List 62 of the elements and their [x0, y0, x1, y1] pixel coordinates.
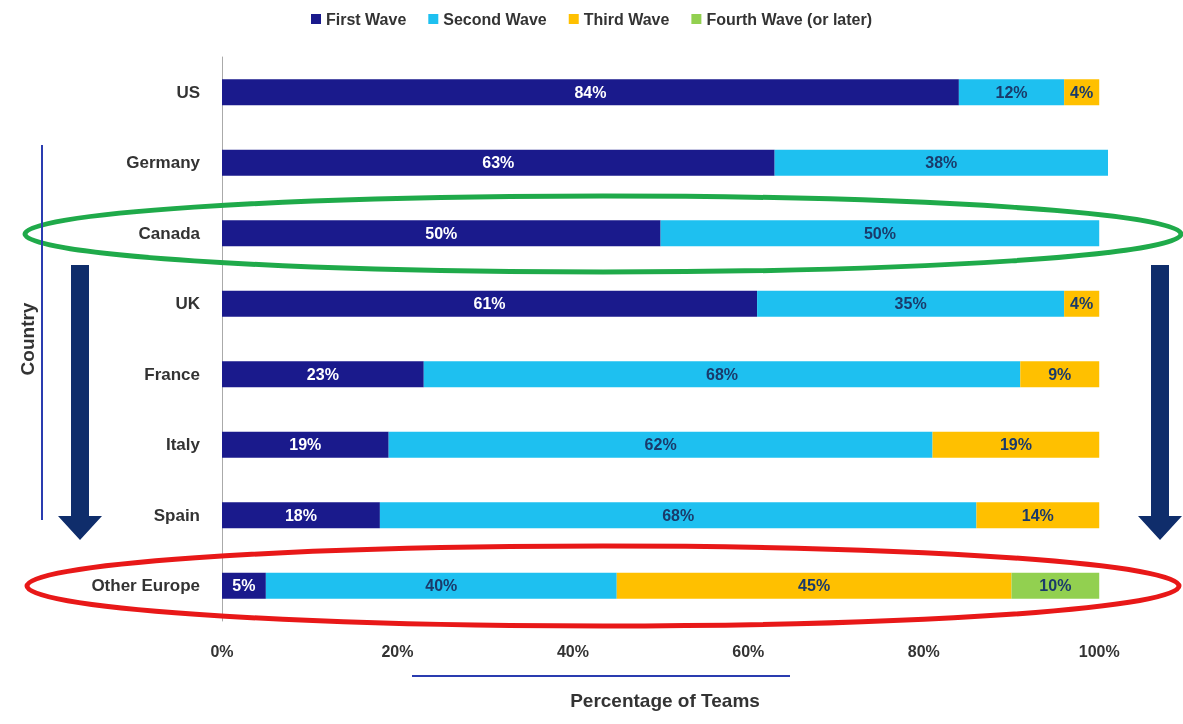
y-tick-label: Germany — [126, 153, 201, 173]
bar — [265, 572, 617, 599]
data-label: 68% — [662, 506, 695, 524]
data-label: 38% — [925, 154, 958, 172]
bar — [660, 220, 1100, 247]
data-label: 12% — [995, 83, 1028, 101]
data-label: 4% — [1070, 83, 1094, 101]
data-label: 50% — [425, 224, 458, 242]
data-label: 23% — [306, 365, 339, 383]
y-tick-label: Other Europe — [91, 576, 200, 596]
data-label: 40% — [425, 577, 458, 595]
bar — [222, 431, 389, 458]
bar — [222, 361, 424, 388]
data-label: 35% — [894, 295, 927, 313]
x-axis-title: Percentage of Teams — [570, 690, 760, 711]
y-axis-title: Country — [17, 302, 38, 376]
bar — [222, 149, 775, 176]
bar — [222, 290, 758, 317]
data-label: 9% — [1048, 365, 1072, 383]
data-label: 10% — [1039, 577, 1072, 595]
legend-label: First Wave — [325, 10, 407, 28]
data-label: 19% — [289, 436, 322, 454]
y-tick-label: Canada — [138, 223, 201, 243]
data-label: 61% — [473, 295, 506, 313]
data-label: 62% — [644, 436, 677, 454]
bar — [1020, 361, 1100, 388]
x-tick-label: 80% — [907, 642, 940, 660]
bar — [222, 79, 959, 106]
data-label: 4% — [1070, 295, 1094, 313]
x-tick-label: 100% — [1078, 642, 1120, 660]
data-label: 18% — [284, 506, 317, 524]
data-label: 63% — [482, 154, 515, 172]
bar — [388, 431, 933, 458]
y-tick-label: US — [176, 82, 200, 102]
data-label: 50% — [863, 224, 896, 242]
bar — [379, 502, 977, 529]
bar — [616, 572, 1012, 599]
bar — [757, 290, 1065, 317]
bar — [222, 502, 380, 529]
data-label: 45% — [798, 577, 831, 595]
legend-label: Third Wave — [583, 10, 670, 28]
data-label: 68% — [706, 365, 739, 383]
data-label: 14% — [1021, 506, 1054, 524]
bar — [774, 149, 1108, 176]
data-label: 19% — [999, 436, 1032, 454]
bar — [222, 220, 661, 247]
legend-label: Second Wave — [443, 10, 547, 28]
x-tick-label: 60% — [732, 642, 765, 660]
legend-label: Fourth Wave (or later) — [706, 10, 873, 28]
y-tick-label: UK — [175, 294, 201, 314]
y-tick-label: France — [144, 364, 200, 384]
bar — [932, 431, 1100, 458]
bar — [976, 502, 1100, 529]
data-label: 84% — [574, 83, 607, 101]
y-tick-label: Italy — [165, 435, 201, 455]
x-tick-label: 0% — [210, 642, 234, 660]
bar — [423, 361, 1021, 388]
y-tick-label: Spain — [153, 505, 200, 525]
bar — [958, 79, 1065, 106]
data-label: 5% — [232, 577, 256, 595]
x-tick-label: 40% — [556, 642, 589, 660]
x-tick-label: 20% — [381, 642, 414, 660]
